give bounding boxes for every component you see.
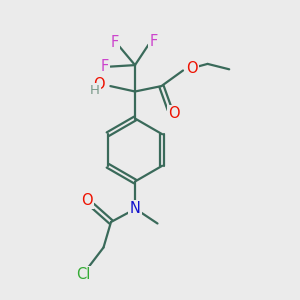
Text: Cl: Cl — [76, 267, 91, 282]
Text: F: F — [149, 34, 158, 49]
Text: N: N — [130, 201, 140, 216]
Text: F: F — [111, 35, 119, 50]
Text: O: O — [187, 61, 198, 76]
Text: H: H — [90, 84, 100, 97]
Text: O: O — [169, 106, 180, 121]
Text: F: F — [100, 59, 109, 74]
Text: O: O — [93, 77, 105, 92]
Text: O: O — [81, 193, 93, 208]
